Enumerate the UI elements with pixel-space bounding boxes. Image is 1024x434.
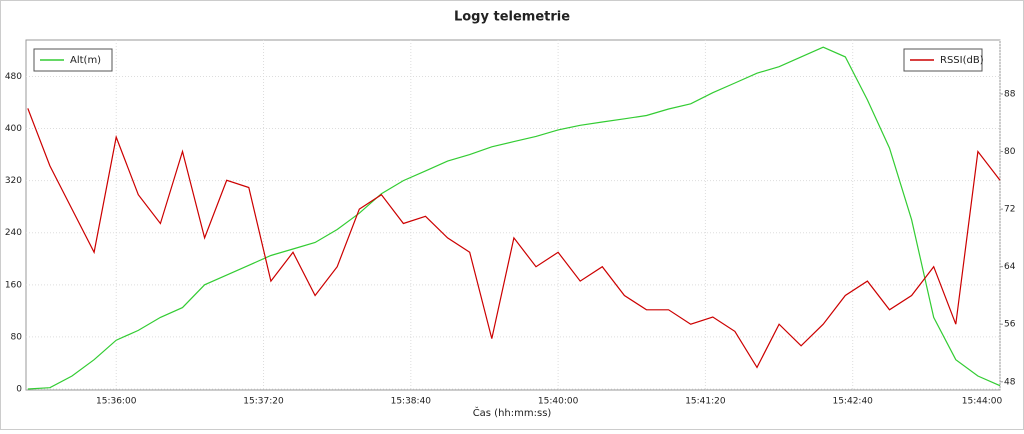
chart-title: Logy telemetrie: [454, 10, 570, 25]
y-tick-label: 400: [5, 124, 22, 134]
y-tick-label: 240: [5, 228, 22, 238]
legend-label: RSSI(dB): [940, 55, 984, 66]
y-tick-label: 160: [5, 280, 22, 290]
y2-tick-label: 88: [1004, 89, 1016, 99]
x-tick-label: 15:36:00: [96, 397, 137, 407]
x-axis-label: Čas (hh:mm:ss): [473, 406, 552, 419]
legend-label: Alt(m): [70, 55, 101, 66]
y-tick-label: 0: [16, 385, 22, 395]
x-tick-label: 15:41:20: [685, 397, 726, 407]
x-tick-label: 15:40:00: [538, 397, 579, 407]
series-line: [27, 108, 1001, 369]
x-tick-label: 15:38:40: [391, 397, 432, 407]
x-tick-label: 15:37:20: [243, 397, 284, 407]
y2-tick-label: 72: [1004, 205, 1015, 215]
legend-box: [903, 48, 983, 72]
y-tick-label: 320: [5, 176, 22, 186]
y2-tick-label: 56: [1004, 320, 1016, 330]
y-tick-label: 80: [11, 332, 23, 342]
legend-box: [33, 48, 113, 72]
x-tick-label: 15:44:00: [962, 397, 1003, 407]
y-tick-label: 480: [5, 72, 22, 82]
series-line: [27, 46, 1001, 390]
x-tick-label: 15:42:40: [832, 397, 873, 407]
y2-tick-label: 48: [1004, 377, 1016, 387]
y2-tick-label: 64: [1004, 262, 1016, 272]
y2-tick-label: 80: [1004, 147, 1016, 157]
